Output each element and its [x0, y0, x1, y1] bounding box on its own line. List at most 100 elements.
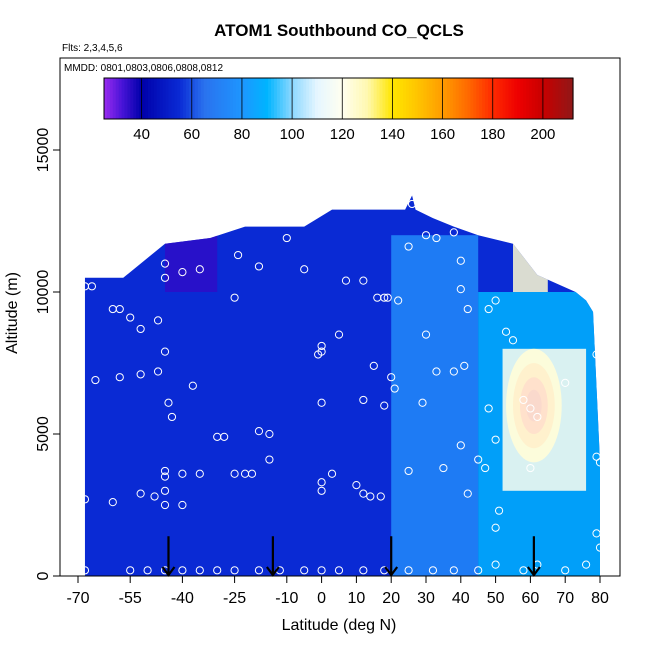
colorbar-segment [109, 78, 114, 119]
colorbar-segment [238, 78, 243, 119]
colorbar-segment [309, 78, 313, 119]
colorbar-segment [306, 78, 310, 119]
colorbar-segment [356, 78, 360, 119]
aircraft-arrows [161, 536, 541, 577]
colorbar-segment [317, 78, 322, 119]
colorbar-segment [464, 78, 469, 119]
colorbar-segment [361, 78, 366, 119]
colorbar-segment [423, 78, 428, 119]
y-tick-label: 10000 [35, 270, 52, 315]
x-tick-label: 60 [522, 590, 540, 607]
dates-subtitle: MMDD: 0801,0803,0806,0808,0812 [64, 63, 223, 74]
colorbar-segment [341, 78, 345, 119]
colorbar-segment [561, 78, 565, 119]
sample-point [449, 367, 458, 376]
sample-point [136, 324, 145, 334]
sample-point [160, 259, 170, 268]
colorbar-segment [133, 78, 137, 119]
sample-point [178, 268, 187, 277]
colorbar-frame [103, 77, 574, 120]
sample-point [317, 398, 326, 407]
colorbar-segment [315, 78, 319, 119]
sample-point [383, 293, 392, 302]
colorbar-segment [470, 78, 474, 119]
sample-point [359, 276, 368, 285]
colorbar-segment [147, 78, 152, 119]
colorbar-segment [265, 78, 269, 119]
colorbar-tick-label: 200 [530, 126, 555, 143]
sample-point [91, 375, 100, 385]
colorbar-segment [467, 78, 472, 119]
sample-point [136, 370, 145, 379]
colorbar-segment [487, 78, 492, 119]
colorbar-segment [312, 78, 316, 119]
sample-point [300, 265, 309, 274]
colorbar-segment [449, 78, 454, 119]
sample-point [526, 463, 535, 473]
colorbar-segment [121, 78, 126, 119]
colorbar-segment [435, 78, 439, 119]
sample-point [561, 566, 570, 575]
x-tick-label: 20 [382, 590, 400, 607]
colorbar-segment [156, 78, 161, 119]
colorbar-segment [142, 78, 146, 119]
x-tick-label: 80 [591, 590, 609, 607]
sample-point [317, 341, 326, 351]
colorbar-segment [253, 78, 258, 119]
colorbar-segment [153, 78, 158, 119]
colorbar-segment [189, 78, 193, 119]
sample-point [317, 566, 326, 575]
colorbar-tick-label: 160 [430, 126, 455, 143]
sample-point [474, 566, 483, 575]
colorbar-segment [458, 78, 463, 119]
sample-point [136, 489, 145, 498]
colorbar-segment [159, 78, 164, 119]
colorbar-segment [244, 78, 249, 119]
colorbar-segment [499, 78, 504, 119]
sample-point [501, 327, 511, 336]
colorbar-segment [493, 78, 498, 119]
colorbar-segment [206, 78, 211, 119]
sample-point [164, 398, 173, 407]
sample-point [341, 276, 351, 285]
colorbar-segment [373, 78, 378, 119]
sample-point [359, 395, 368, 405]
colorbar-segment [235, 78, 240, 119]
sample-point [592, 350, 601, 359]
colorbar-segment [335, 78, 340, 119]
colorbar-tick-label: 180 [480, 126, 505, 143]
colorbar-tick-label: 140 [380, 126, 405, 143]
colorbar-segment [426, 78, 430, 119]
colorbar-segment [262, 78, 266, 119]
colorbar-segment [162, 78, 167, 119]
colorbar-segment [271, 78, 275, 119]
sample-point [247, 469, 257, 478]
sample-point [352, 481, 361, 490]
colorbar-segment [555, 78, 559, 119]
colorbar-segment [476, 78, 480, 119]
colorbar-segment [227, 78, 231, 119]
colorbar-segment [124, 78, 129, 119]
sample-point [265, 429, 274, 439]
sample-point [153, 367, 163, 376]
sample-point [394, 296, 403, 305]
sample-point [282, 233, 291, 243]
colorbar-segment [417, 78, 422, 119]
sample-point [178, 469, 187, 478]
colorbar-segment [291, 78, 296, 119]
colorbar-segment [455, 78, 460, 119]
sample-point [317, 486, 326, 495]
sample-point [484, 404, 493, 413]
colorbar-segment [570, 78, 574, 119]
sample-point [80, 495, 90, 504]
colorbar-segment [379, 78, 384, 119]
sample-point [87, 282, 97, 291]
colorbar-segment [259, 78, 263, 119]
sample-point [160, 472, 170, 481]
x-tick-label: -70 [66, 590, 89, 607]
colorbar-segment [534, 78, 539, 119]
colorbar-segment [215, 78, 219, 119]
sample-point [592, 529, 601, 538]
colorbar-segment [285, 78, 290, 119]
sample-point [484, 304, 493, 314]
